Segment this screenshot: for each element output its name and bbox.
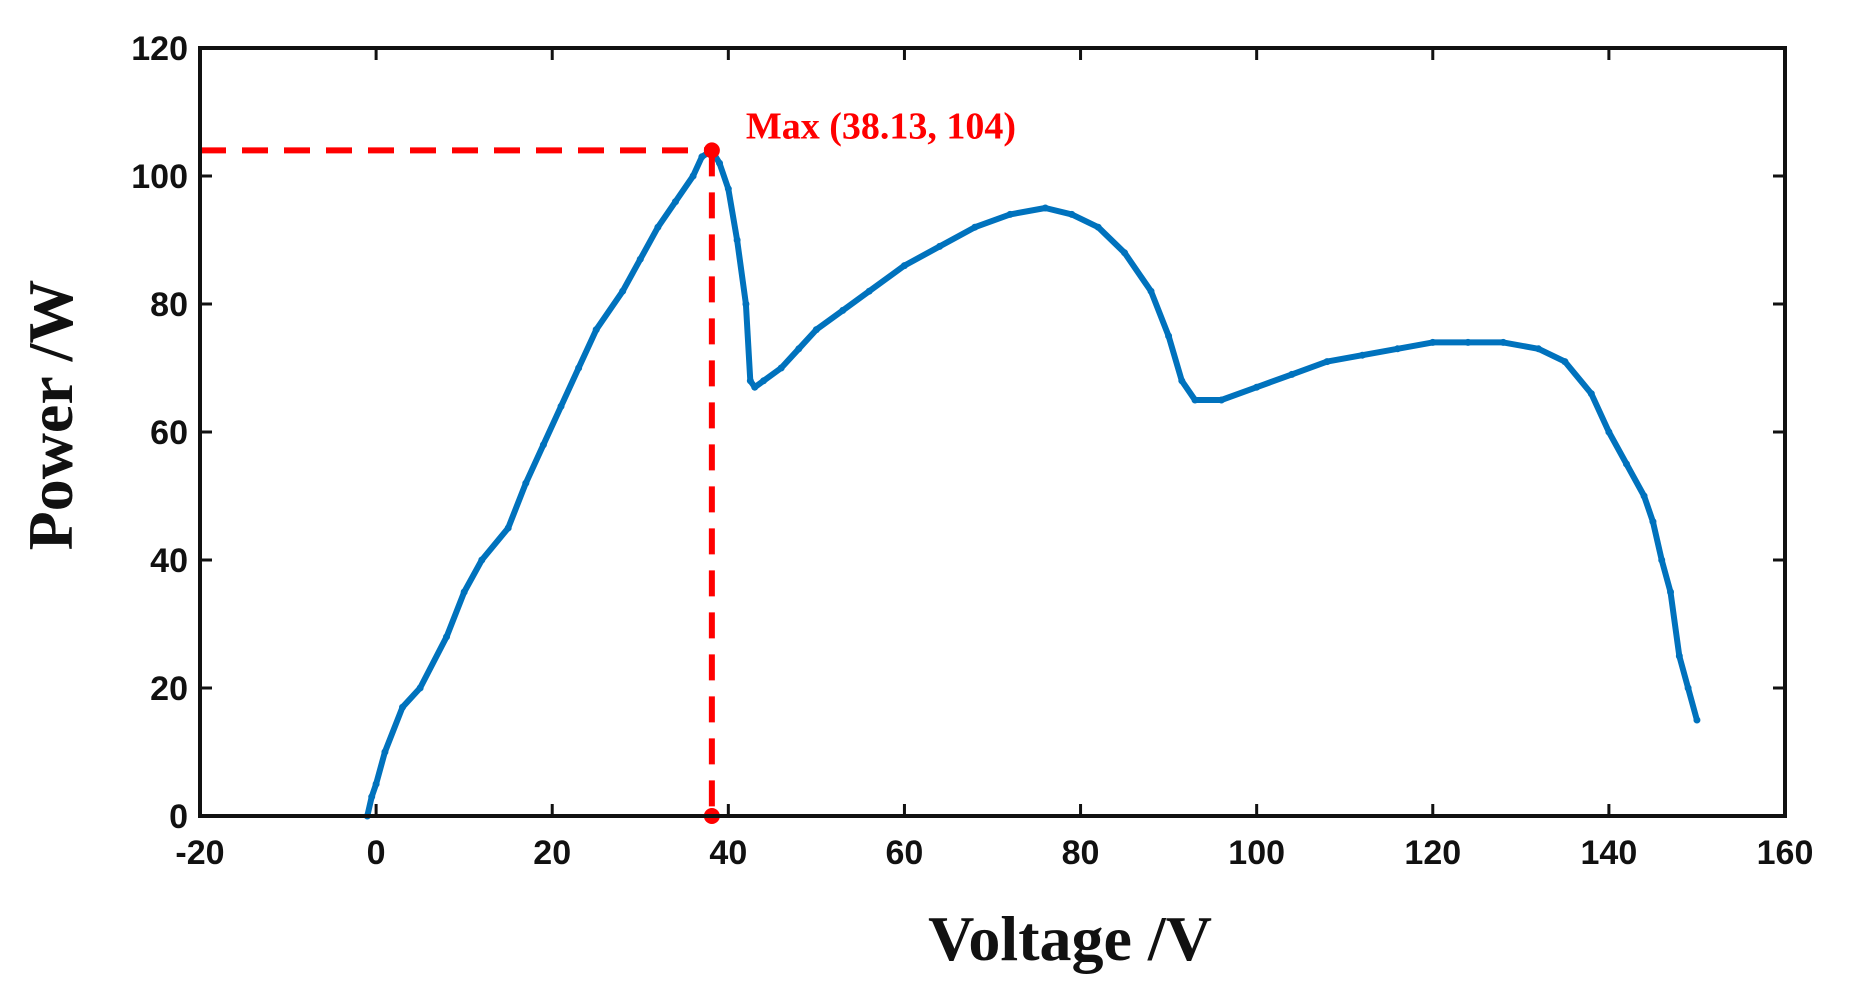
y-tick-label: 40 [150,542,188,580]
data-point [1623,460,1630,468]
data-point [575,364,583,372]
data-point [522,479,530,487]
data-point [1667,588,1675,596]
data-point [1649,518,1657,526]
data-point [592,326,600,334]
annotation-layer: Max (38.13, 104) [200,105,1016,824]
data-point [1684,684,1692,692]
data-point [751,383,759,391]
data-point [971,223,979,231]
data-point [900,262,908,270]
series-layer [363,146,1701,820]
data-point [742,300,750,308]
data-point [698,153,706,161]
data-point [557,402,565,410]
data-point [619,287,627,295]
data-point [1323,358,1331,366]
data-point [1217,396,1225,404]
data-point [1041,204,1049,212]
data-point [1605,428,1613,436]
data-point [865,287,873,295]
data-point [1499,338,1507,346]
y-tick-label: 0 [169,798,188,836]
data-point [416,684,424,692]
data-point [689,172,697,180]
data-point [443,633,451,641]
data-point [1165,332,1173,340]
data-point [460,588,468,596]
data-point [636,255,644,263]
data-point [839,306,847,314]
data-point [1693,716,1701,724]
y-tick-label: 80 [150,286,188,324]
data-point [1121,249,1129,257]
data-point [1429,338,1437,346]
data-point [1191,396,1199,404]
data-point [716,159,724,167]
data-point [1394,345,1402,353]
data-point [368,793,376,801]
x-tick-label: 140 [1581,834,1638,872]
data-point [812,326,820,334]
data-point [1640,492,1648,500]
data-point [795,345,803,353]
x-tick-label: 0 [367,834,386,872]
x-tick-label: 60 [886,834,924,872]
data-point [672,198,679,206]
data-point [372,780,380,788]
data-point [1561,358,1569,366]
data-point [733,236,741,244]
x-axis-title: Voltage /V [928,903,1212,974]
data-point [1178,377,1186,385]
x-tick-label: 100 [1228,834,1285,872]
data-point [399,703,407,711]
data-point [539,441,547,449]
y-tick-label: 100 [131,158,188,196]
x-ticks: -20 0 20 40 60 80 100 120 140 160 [175,48,1813,872]
data-point [1094,223,1102,231]
data-point [936,242,944,250]
y-tick-label: 20 [150,670,188,708]
data-point [478,556,486,564]
x-tick-label: 160 [1757,834,1814,872]
y-tick-label: 120 [131,30,188,68]
data-point [1534,345,1542,353]
max-annotation: Max (38.13, 104) [746,105,1016,147]
y-tick-label: 60 [150,414,188,452]
data-point [1068,210,1076,218]
data-point [1288,370,1296,378]
data-point [654,223,662,231]
data-point [1358,351,1366,359]
max-point [703,142,720,159]
plot-frame [198,46,1787,818]
data-point [746,377,754,385]
y-axis-title: Power /W [15,280,86,551]
data-point [504,524,512,532]
x-tick-label: 20 [533,834,571,872]
data-point [777,364,785,372]
x-tick-label: 120 [1404,834,1461,872]
data-point [381,748,389,756]
data-point [760,377,768,385]
data-point [1464,338,1472,346]
x-tick-label: 40 [709,834,747,872]
data-point [1675,652,1683,660]
data-point [1658,556,1666,564]
data-point [1006,210,1014,218]
x-tick-label: -20 [175,834,224,872]
data-point [1587,390,1595,398]
x-tick-label: 80 [1062,834,1100,872]
data-point [1253,383,1261,391]
data-point [1147,287,1155,295]
data-point [724,185,732,193]
